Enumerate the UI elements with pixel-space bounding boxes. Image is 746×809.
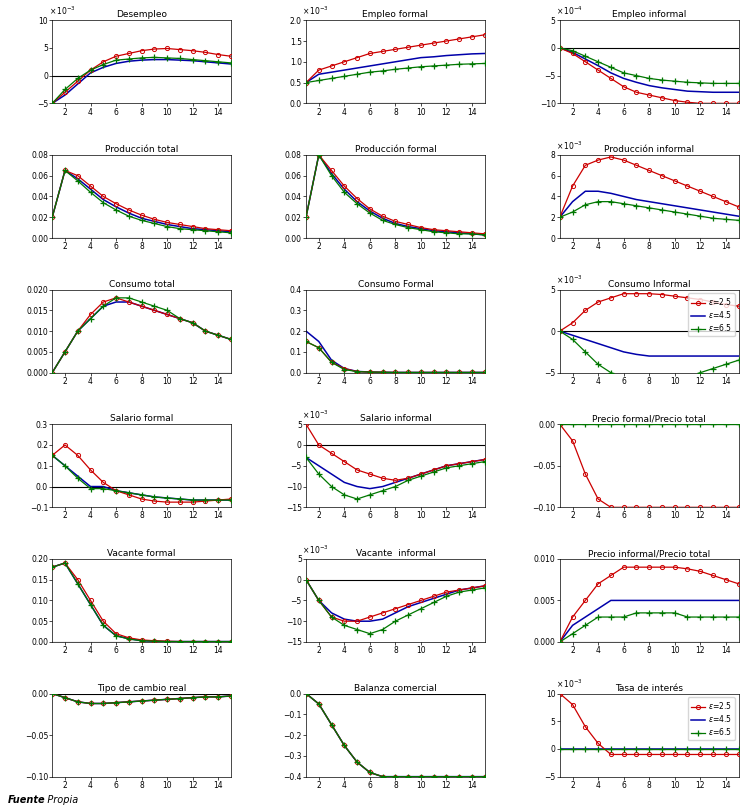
Title: Consumo total: Consumo total <box>109 280 175 289</box>
Text: $\times\,10^{-3}$: $\times\,10^{-3}$ <box>302 543 329 556</box>
Legend: $\varepsilon$=2.5, $\varepsilon$=4.5, $\varepsilon$=6.5: $\varepsilon$=2.5, $\varepsilon$=4.5, $\… <box>688 294 735 337</box>
Title: Consumo Informal: Consumo Informal <box>608 280 691 289</box>
Text: $\times\,10^{-3}$: $\times\,10^{-3}$ <box>557 273 583 286</box>
Title: Producción formal: Producción formal <box>354 145 436 154</box>
Title: Salario informal: Salario informal <box>360 414 431 423</box>
Title: Precio formal/Precio total: Precio formal/Precio total <box>592 414 706 423</box>
Title: Precio informal/Precio total: Precio informal/Precio total <box>588 549 710 558</box>
Legend: $\varepsilon$=2.5, $\varepsilon$=4.5, $\varepsilon$=6.5: $\varepsilon$=2.5, $\varepsilon$=4.5, $\… <box>688 697 735 740</box>
Title: Producción informal: Producción informal <box>604 145 695 154</box>
Title: Tasa de interés: Tasa de interés <box>615 684 683 693</box>
Title: Empleo informal: Empleo informal <box>612 11 686 19</box>
Title: Empleo formal: Empleo formal <box>363 11 428 19</box>
Title: Vacante formal: Vacante formal <box>107 549 176 558</box>
Text: Fuente: Fuente <box>7 795 45 805</box>
Title: Salario formal: Salario formal <box>110 414 173 423</box>
Title: Balanza comercial: Balanza comercial <box>354 684 436 693</box>
Text: : Propia: : Propia <box>41 795 78 805</box>
Title: Desempleo: Desempleo <box>116 11 167 19</box>
Text: $\times\,10^{-3}$: $\times\,10^{-3}$ <box>48 5 75 17</box>
Title: Tipo de cambio real: Tipo de cambio real <box>97 684 186 693</box>
Text: $\times\,10^{-3}$: $\times\,10^{-3}$ <box>557 678 583 690</box>
Text: $\times\,10^{-4}$: $\times\,10^{-4}$ <box>557 5 583 17</box>
Title: Consumo Formal: Consumo Formal <box>357 280 433 289</box>
Text: $\times\,10^{-3}$: $\times\,10^{-3}$ <box>302 409 329 421</box>
Text: $\times\,10^{-3}$: $\times\,10^{-3}$ <box>302 5 329 17</box>
Title: Producción total: Producción total <box>105 145 178 154</box>
Text: $\times\,10^{-3}$: $\times\,10^{-3}$ <box>557 139 583 151</box>
Title: Vacante  informal: Vacante informal <box>356 549 435 558</box>
